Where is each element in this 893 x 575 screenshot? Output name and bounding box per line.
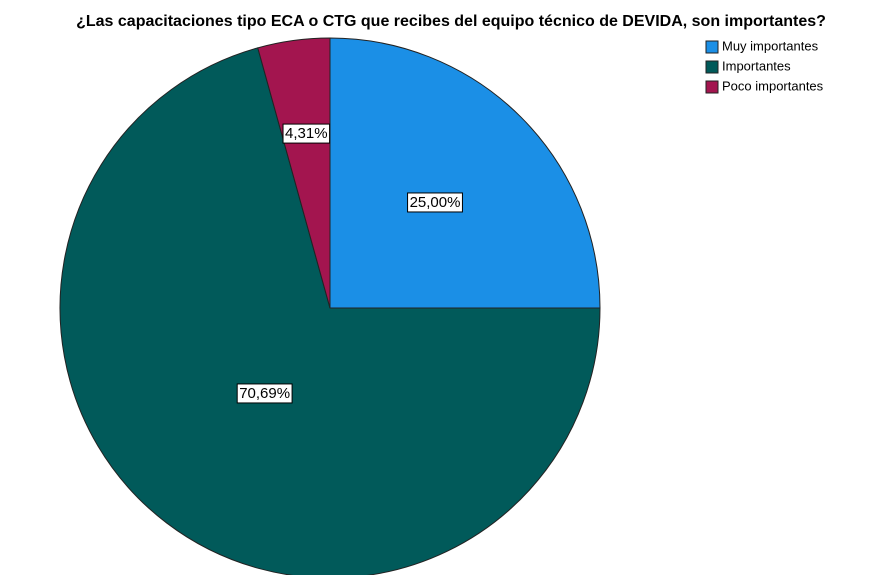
legend-swatch: [705, 80, 719, 94]
data-label-box: [282, 123, 331, 144]
chart-title: ¿Las capacitaciones tipo ECA o CTG que r…: [76, 13, 826, 30]
data-label: 70,69%: [239, 385, 290, 402]
pie-slice: [59, 47, 601, 575]
legend-swatch: [705, 40, 719, 54]
pie-slice: [329, 37, 601, 309]
data-label-box: [236, 383, 293, 404]
legend-label: Poco importantes: [722, 78, 824, 93]
data-label-box: [407, 192, 463, 213]
legend-label: Muy importantes: [722, 38, 819, 53]
legend-swatch: [705, 60, 719, 74]
legend-label: Importantes: [722, 58, 791, 73]
data-label: 4,31%: [285, 125, 328, 142]
data-label: 25,00%: [410, 194, 461, 211]
pie-slice: [257, 37, 331, 309]
